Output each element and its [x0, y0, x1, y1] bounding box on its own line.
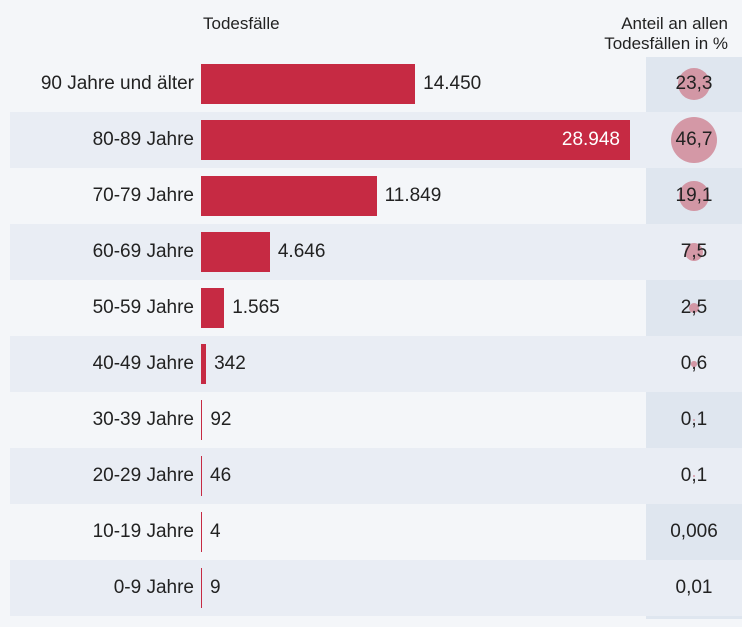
share-bubble — [679, 181, 709, 211]
share-cell: 0,1 — [646, 392, 742, 448]
value-label: 46 — [210, 465, 232, 486]
share-header-line1: Anteil an allen — [621, 14, 728, 33]
share-cell: 7,5 — [646, 224, 742, 280]
value-label: 92 — [210, 409, 232, 430]
share-bubble — [692, 418, 696, 422]
value-label: 4.646 — [277, 241, 326, 262]
bar — [201, 120, 630, 160]
category-label: 0-9 Jahre — [113, 577, 194, 598]
category-label: 80-89 Jahre — [92, 129, 194, 150]
share-bubble — [671, 117, 717, 163]
value-label: 342 — [214, 353, 246, 374]
value-label: 28.948 — [561, 129, 620, 150]
value-label: 11.849 — [384, 185, 442, 206]
share-cell: 0,006 — [646, 504, 742, 560]
bar — [201, 344, 207, 384]
share-bubble — [692, 474, 696, 478]
bar — [201, 288, 225, 328]
category-label: 90 Jahre und älter — [40, 73, 194, 94]
share-cell: 0,1 — [646, 448, 742, 504]
category-label: 60-69 Jahre — [92, 241, 194, 262]
deaths-column-header: Todesfälle — [203, 14, 280, 33]
share-cell: 0,6 — [646, 336, 742, 392]
bar — [201, 232, 270, 272]
share-cell: 2,5 — [646, 280, 742, 336]
chart-row: 10-19 Jahre 4 — [10, 504, 742, 560]
share-value-label: 0,006 — [670, 521, 718, 542]
share-bubble — [684, 242, 704, 262]
chart-row: 80-89 Jahre 28.948 — [10, 112, 742, 168]
share-cell: 0,01 — [646, 560, 742, 616]
value-label: 9 — [210, 577, 221, 598]
share-header-line2: Todesfällen in % — [604, 34, 728, 53]
share-value-label: 19,1 — [675, 185, 713, 206]
share-bubble — [677, 67, 711, 101]
chart-row: 20-29 Jahre 46 — [10, 448, 742, 504]
share-bubble — [691, 361, 697, 367]
bar — [201, 64, 416, 104]
category-label: 20-29 Jahre — [92, 465, 194, 486]
chart-row: 0-9 Jahre 9 — [10, 560, 742, 616]
chart-row: 30-39 Jahre 92 — [10, 392, 742, 448]
bar — [201, 400, 202, 440]
share-cell: 19,1 — [646, 168, 742, 224]
share-value-label: 23,3 — [675, 73, 713, 94]
category-label: 10-19 Jahre — [92, 521, 194, 542]
chart-row: 90 Jahre und älter 14.450 — [10, 56, 742, 112]
share-bubble — [688, 302, 700, 314]
share-cell: 46,7 — [646, 112, 742, 168]
share-value-label: 0,01 — [675, 577, 713, 598]
share-value-label: 0,6 — [680, 353, 708, 374]
share-column-header: Anteil an allen Todesfällen in % — [604, 14, 728, 54]
chart-row: 70-79 Jahre 11.849 — [10, 168, 742, 224]
share-cell: 23,3 — [646, 56, 742, 112]
bar — [201, 456, 202, 496]
bar — [201, 512, 202, 552]
category-label: 30-39 Jahre — [92, 409, 194, 430]
share-value-label: 0,1 — [680, 465, 708, 486]
share-value-label: 46,7 — [675, 129, 713, 150]
value-label: 14.450 — [423, 73, 482, 94]
chart-row: 50-59 Jahre 1.565 — [10, 280, 742, 336]
chart-row: 40-49 Jahre 342 — [10, 336, 742, 392]
category-label: 70-79 Jahre — [92, 185, 194, 206]
chart-row: 60-69 Jahre 4.646 — [10, 224, 742, 280]
bar — [201, 176, 377, 216]
share-value-label: 2,5 — [680, 297, 708, 318]
value-label: 4 — [210, 521, 221, 542]
bar — [201, 568, 202, 608]
category-label: 50-59 Jahre — [92, 297, 194, 318]
share-value-label: 7,5 — [680, 241, 708, 262]
category-label: 40-49 Jahre — [92, 353, 194, 374]
share-value-label: 0,1 — [680, 409, 708, 430]
value-label: 1.565 — [232, 297, 280, 318]
